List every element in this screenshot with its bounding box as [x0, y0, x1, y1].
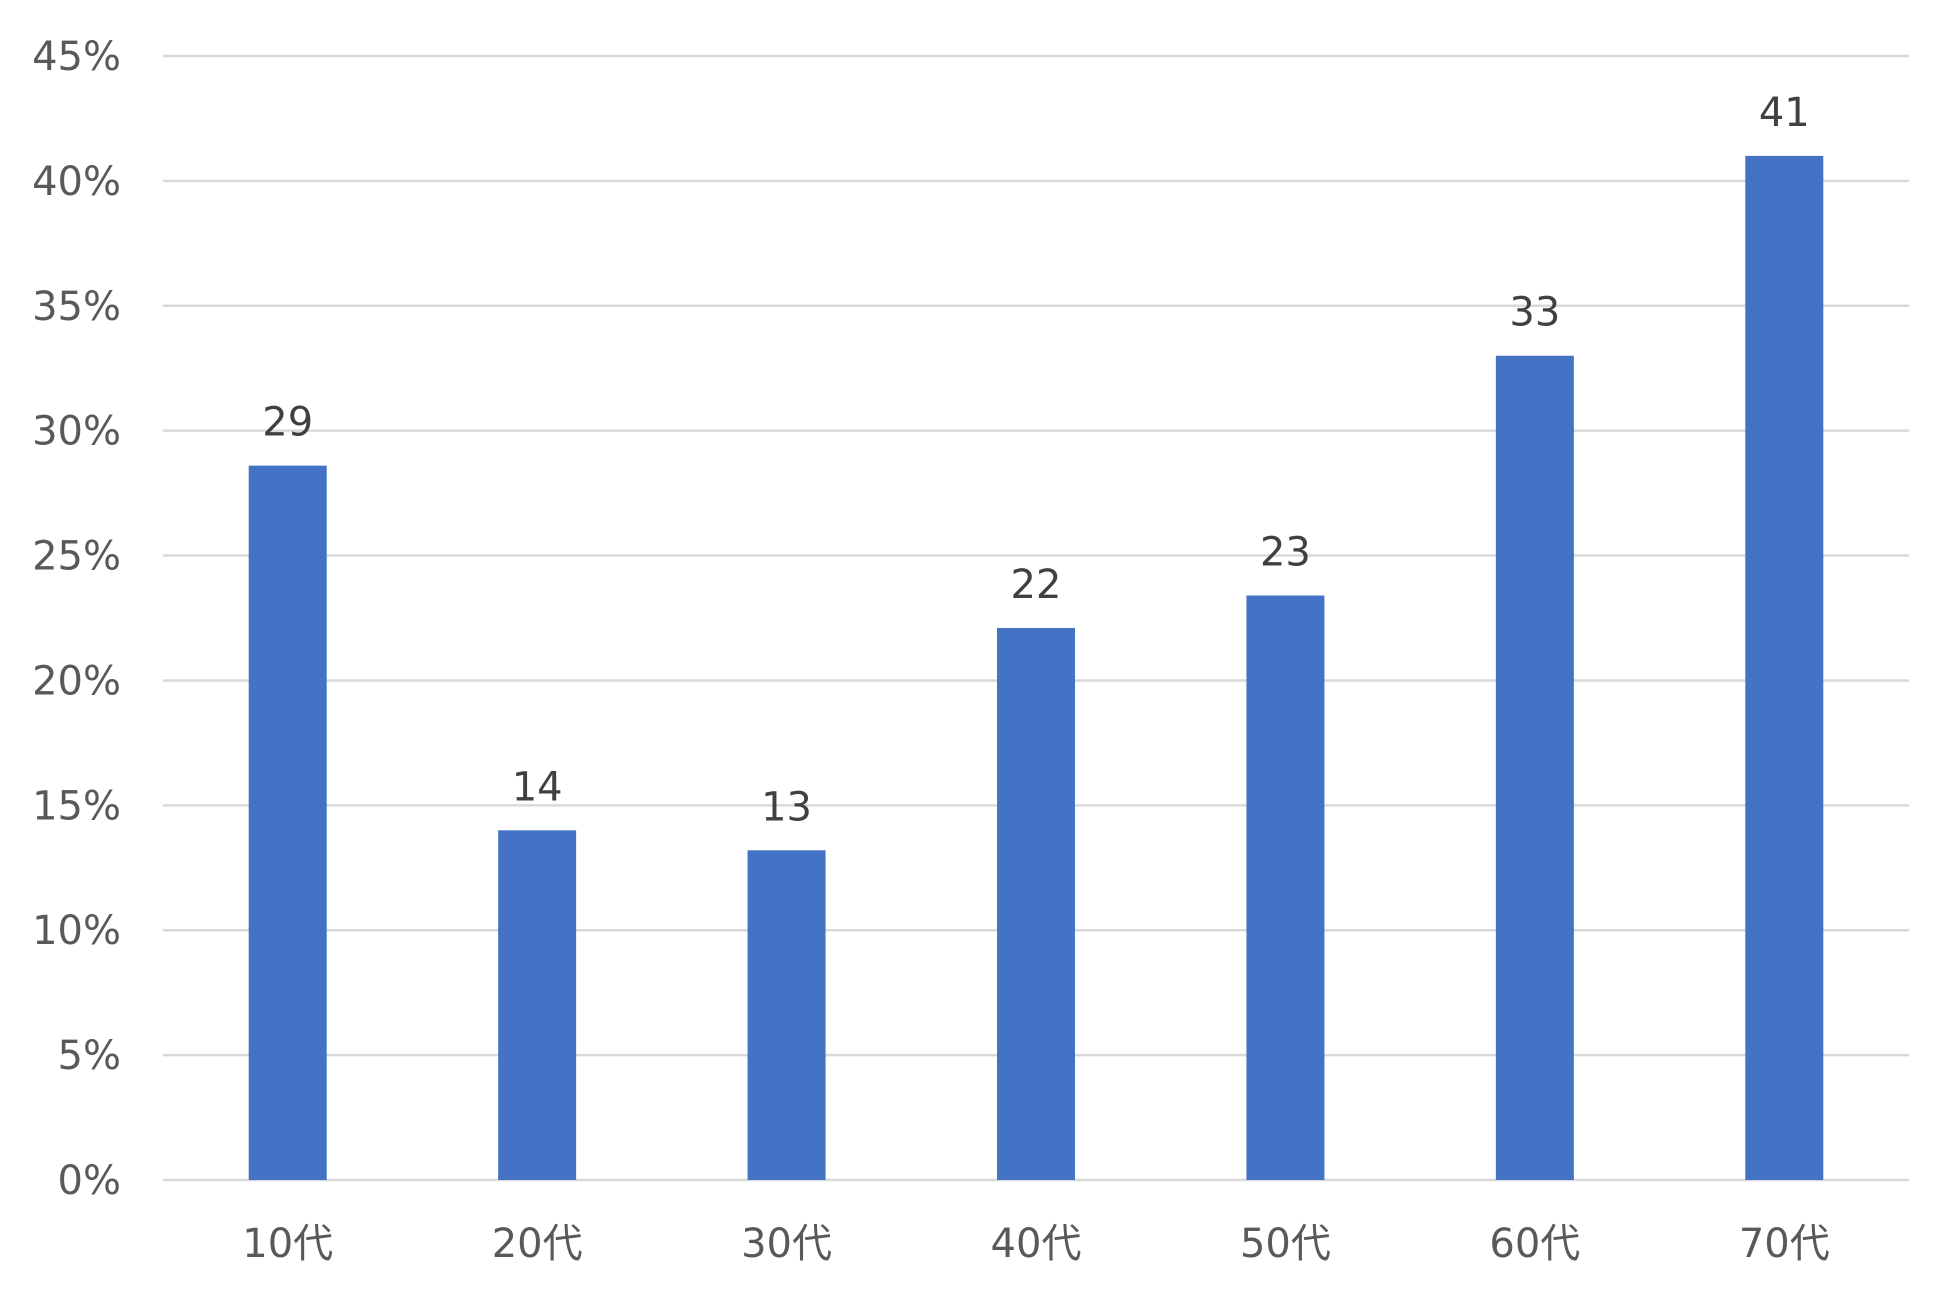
- bar-data-label: 22: [1011, 562, 1062, 608]
- y-tick-label: 30%: [32, 409, 121, 455]
- bar-data-label: 33: [1509, 290, 1560, 336]
- y-tick-label: 10%: [32, 908, 121, 954]
- bar-data-label: 41: [1759, 90, 1810, 136]
- x-tick-label: 30代: [741, 1221, 832, 1267]
- bar: [248, 465, 327, 1180]
- bar: [498, 830, 577, 1180]
- bar: [997, 627, 1075, 1180]
- bar: [1745, 155, 1824, 1180]
- x-tick-label: 50代: [1240, 1221, 1331, 1267]
- bar: [1495, 355, 1574, 1180]
- y-axis-tick-labels: 0% 5% 10% 15% 20% 25% 30% 35% 40% 45%: [32, 34, 121, 1204]
- bar: [1246, 595, 1325, 1180]
- bar-data-label: 23: [1260, 530, 1311, 576]
- bar-data-label: 29: [262, 400, 313, 446]
- x-axis-tick-labels: 10代 20代 30代 40代 50代 60代 70代: [242, 1221, 1829, 1267]
- y-tick-label: 15%: [32, 783, 121, 829]
- bar-data-label: 14: [512, 764, 563, 810]
- x-tick-label: 10代: [242, 1221, 333, 1267]
- data-labels: 29 14 13 22 23 33 41: [262, 90, 1809, 830]
- x-tick-label: 70代: [1739, 1221, 1830, 1267]
- y-tick-label: 35%: [32, 284, 121, 330]
- bar: [747, 850, 826, 1180]
- y-tick-label: 0%: [58, 1158, 121, 1204]
- y-tick-label: 5%: [58, 1033, 121, 1079]
- y-tick-label: 45%: [32, 34, 121, 80]
- x-tick-label: 60代: [1489, 1221, 1580, 1267]
- bar-data-label: 13: [761, 784, 812, 830]
- y-tick-label: 25%: [32, 534, 121, 580]
- x-tick-label: 20代: [492, 1221, 583, 1267]
- x-tick-label: 40代: [991, 1221, 1082, 1267]
- y-tick-label: 40%: [32, 159, 121, 205]
- y-tick-label: 20%: [32, 658, 121, 704]
- bars: [248, 155, 1824, 1180]
